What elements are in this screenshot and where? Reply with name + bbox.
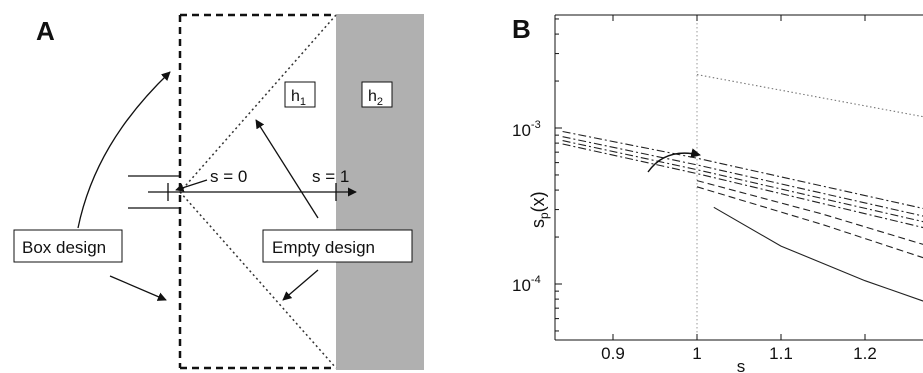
- box-design-box: [13, 229, 123, 263]
- x-ticks: 0.9 1 1.1 1.2: [601, 15, 877, 363]
- ytick-label-1e-3: 10-3: [512, 119, 541, 140]
- xtick-label-3: 1.2: [853, 344, 877, 363]
- xtick-label-2: 1.1: [769, 344, 793, 363]
- dotted-diagonal-upper: [179, 14, 337, 193]
- empty-design-arrow-up: [255, 119, 319, 219]
- series-line-dashed-4: [696, 180, 923, 245]
- empty-design-label: Empty design: [272, 238, 375, 257]
- x-axis-label: s: [737, 357, 746, 373]
- box-design-arrow-up: [77, 71, 171, 229]
- series-line-dashed-5: [696, 186, 923, 259]
- series-line-dashdot-3: [562, 143, 923, 229]
- h1-label: h1: [291, 88, 306, 108]
- empty-design-box: [262, 229, 413, 263]
- box-design-label: Box design: [22, 238, 106, 257]
- s0-arrow: [175, 179, 208, 192]
- series-line-dotted-7: [696, 74, 923, 118]
- h2-box: [361, 81, 393, 108]
- panel-b-label: B: [512, 14, 531, 44]
- series-line-dashdot-1: [562, 136, 923, 217]
- data-series: [562, 74, 923, 302]
- s1-label: s = 1: [312, 167, 349, 186]
- empty-design-arrow-down: [282, 269, 319, 301]
- s0-label: s = 0: [210, 167, 247, 186]
- y-ticks: [555, 18, 562, 332]
- xtick-label-0: 0.9: [601, 344, 625, 363]
- box-design-arrow-down: [109, 275, 167, 301]
- curve-shift-arrow: [647, 148, 701, 173]
- panel-a-label: A: [36, 16, 55, 46]
- xtick-label-1: 1: [692, 344, 701, 363]
- dotted-diagonal-lower: [179, 191, 337, 369]
- panel-a: A s = 0 s = 1 h1 h2 Box design: [13, 13, 424, 370]
- h2-label: h2: [368, 88, 383, 108]
- series-line-dashdot-0: [562, 130, 923, 209]
- ytick-label-1e-4: 10-4: [512, 274, 541, 295]
- series-line-dashdot-2: [562, 140, 923, 223]
- panel-b: B sp(x) 10-3 10-4 s 0.9 1 1.1 1.2: [512, 14, 923, 373]
- y-axis-label: sp(x): [528, 191, 551, 228]
- series-line-solid-6: [713, 206, 923, 302]
- h1-box: [284, 81, 316, 108]
